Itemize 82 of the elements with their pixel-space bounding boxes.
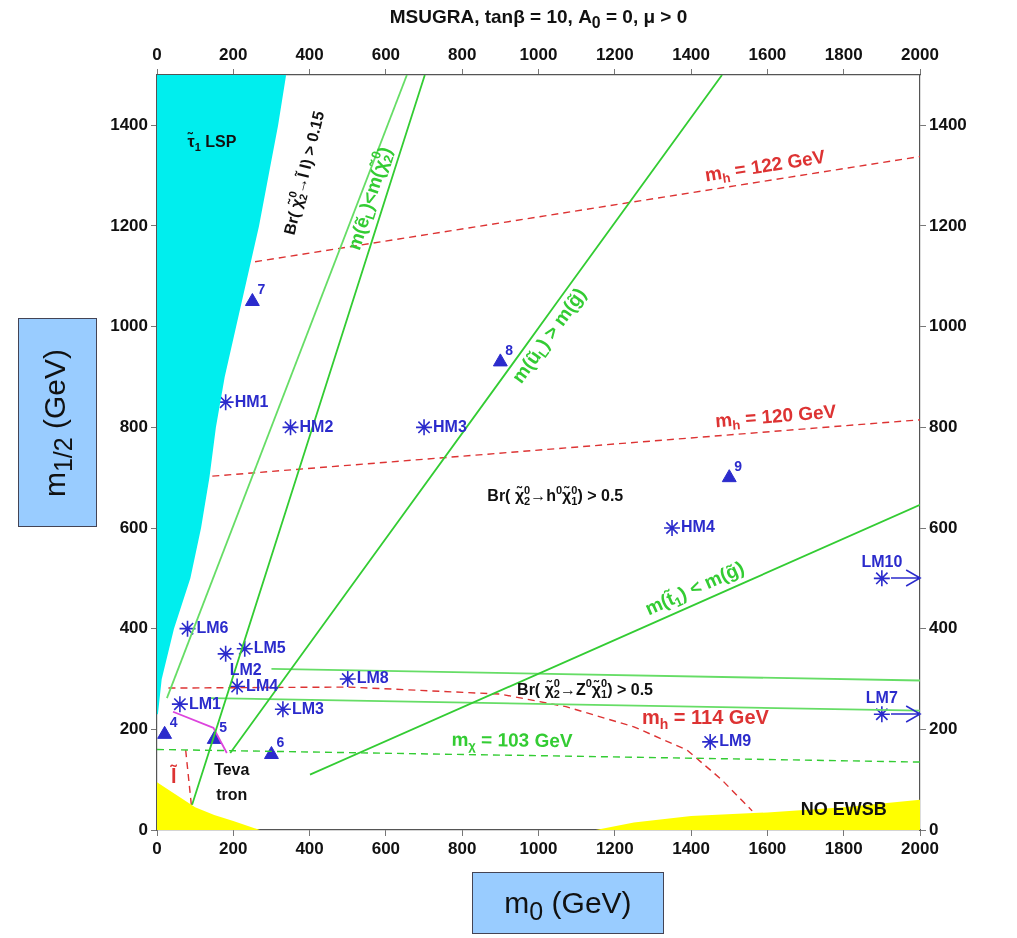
y-tick-label: 800: [119, 417, 148, 437]
series-label: LM5: [253, 639, 286, 657]
series-label: 4: [169, 714, 178, 731]
x2-tick-label: 0: [152, 45, 162, 65]
annotation: Teva: [214, 760, 250, 778]
y-tick-label: 0: [138, 819, 148, 839]
x2-tick-label: 200: [219, 45, 248, 65]
x-tick-label: 800: [448, 838, 477, 858]
x-tick-label: 1600: [748, 838, 787, 858]
point: [721, 469, 737, 483]
series-label: l̃: [169, 763, 178, 787]
series-label: mh = 120 GeV: [714, 400, 838, 433]
series-label: LM4: [246, 676, 279, 694]
x2-tick-label: 1800: [824, 45, 863, 65]
annotation: tron: [216, 785, 248, 803]
x2-tick-label: 1200: [595, 45, 634, 65]
point: [873, 705, 891, 724]
point: [178, 619, 197, 638]
y2-tick-label: 600: [929, 517, 958, 537]
text: mh = 122 GeV: [703, 145, 827, 186]
y2-tick-label: 1200: [929, 215, 967, 235]
y2-tick-label: 800: [929, 417, 958, 437]
point: [244, 293, 260, 306]
series-label: 5: [219, 719, 228, 736]
point: [171, 695, 189, 713]
x2-tick-label: 1600: [748, 45, 787, 65]
y-tick-label: 1000: [110, 316, 148, 336]
annotation: Br( χ̃02→l̃ l) > 0.15: [278, 108, 328, 237]
y-tick-label: 400: [119, 618, 148, 638]
x2-tick-label: 600: [371, 45, 401, 65]
point: [492, 353, 508, 367]
point: [663, 519, 681, 537]
x-tick-label: 1000: [519, 838, 558, 858]
point: [338, 670, 357, 688]
y2-tick-label: 1000: [929, 316, 967, 336]
y2-tick-label: 400: [929, 618, 958, 638]
point: [228, 677, 246, 696]
x-tick-label: 0: [152, 838, 162, 858]
point: [274, 700, 292, 718]
x-tick-label: 1800: [824, 838, 863, 858]
x-tick-label: 200: [219, 838, 248, 858]
y-tick-label: 1200: [110, 215, 148, 235]
series-label: LM8: [356, 669, 389, 687]
series-label: HM1: [234, 392, 269, 410]
series-label: LM10: [861, 552, 903, 570]
y2-tick-label: 200: [929, 719, 958, 739]
x2-tick-label: 1000: [519, 45, 558, 65]
y-tick-label: 1400: [110, 115, 148, 135]
x-tick-label: 1200: [595, 838, 634, 858]
x2-tick-label: 1400: [672, 45, 711, 65]
x-tick-label: 400: [295, 838, 324, 858]
series-label: LM9: [719, 732, 752, 750]
point: [281, 418, 300, 437]
point: [415, 418, 433, 437]
point: [235, 640, 254, 658]
series-label: 9: [734, 457, 743, 474]
y-tick-label: 200: [119, 719, 148, 739]
point: [701, 733, 719, 751]
y2-tick-label: 0: [929, 819, 939, 839]
series-label: LM3: [291, 699, 324, 717]
x-tick-label: 2000: [901, 838, 939, 858]
y-tick-label: 600: [119, 517, 148, 537]
x2-tick-label: 2000: [901, 45, 939, 65]
x-axis-title: m$_{0}$ (GeV): [472, 872, 664, 934]
x-tick-label: 1400: [672, 838, 711, 858]
point: [873, 569, 891, 588]
x2-tick-label: 400: [295, 45, 324, 65]
point: [264, 746, 279, 759]
series-label: HM4: [681, 518, 715, 536]
point: [216, 645, 235, 663]
series-label: LM6: [196, 619, 229, 637]
text: m(t̃1) < m(g̃): [641, 557, 748, 620]
x2-tick-label: 800: [448, 45, 477, 65]
chart-title: MSUGRA, tanβ = 10, A$_{0}$ = 0, μ > 0: [388, 6, 689, 32]
series-label: HM3: [433, 417, 467, 435]
series-label: LM1: [188, 694, 221, 712]
series-label: LM7: [865, 688, 898, 706]
series-label: 8: [505, 341, 514, 358]
y2-tick-label: 1400: [929, 115, 967, 135]
series-label: 7: [257, 281, 266, 298]
series-label: 6: [276, 734, 285, 751]
x-tick-label: 600: [371, 838, 401, 858]
